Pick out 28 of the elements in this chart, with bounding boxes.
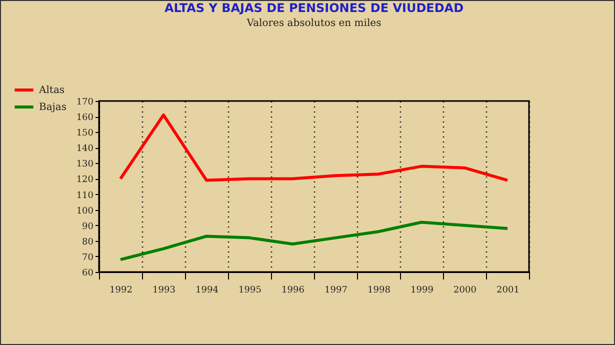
y-tick-label: 70: [82, 252, 94, 263]
y-tick-label: 120: [76, 175, 94, 186]
legend-label: Bajas: [39, 102, 67, 113]
line-series: [119, 220, 509, 262]
chart-title: ALTAS Y BAJAS DE PENSIONES DE VIUDEDAD: [164, 1, 464, 15]
x-tick-label: 2001: [496, 286, 520, 296]
x-tick-label: 2000: [454, 286, 477, 296]
y-tick-label: 160: [76, 113, 94, 124]
x-tick-label: 1999: [410, 286, 434, 296]
y-tick-label: 60: [82, 268, 94, 278]
x-tick-label: 1995: [238, 286, 262, 296]
x-tick-label: 1996: [282, 286, 305, 296]
y-tick-label: 130: [76, 160, 94, 170]
legend-label: Altas: [38, 85, 65, 96]
x-tick-label: 1997: [324, 286, 348, 296]
y-tick-label: 140: [76, 144, 94, 154]
y-tick-label: 80: [82, 237, 94, 248]
x-tick-label: 1992: [110, 286, 132, 296]
chart-subtitle: Valores absolutos en miles: [246, 18, 382, 29]
y-tick-label: 150: [76, 128, 94, 139]
y-tick-label: 90: [82, 222, 94, 232]
x-tick-label: 1993: [152, 286, 176, 296]
x-tick-label: 1994: [196, 286, 219, 296]
x-tick-label: 1998: [368, 286, 391, 296]
y-tick-label: 110: [76, 190, 94, 201]
y-tick-label: 170: [76, 98, 94, 108]
y-tick-label: 100: [76, 206, 94, 216]
line-series: [119, 113, 509, 182]
